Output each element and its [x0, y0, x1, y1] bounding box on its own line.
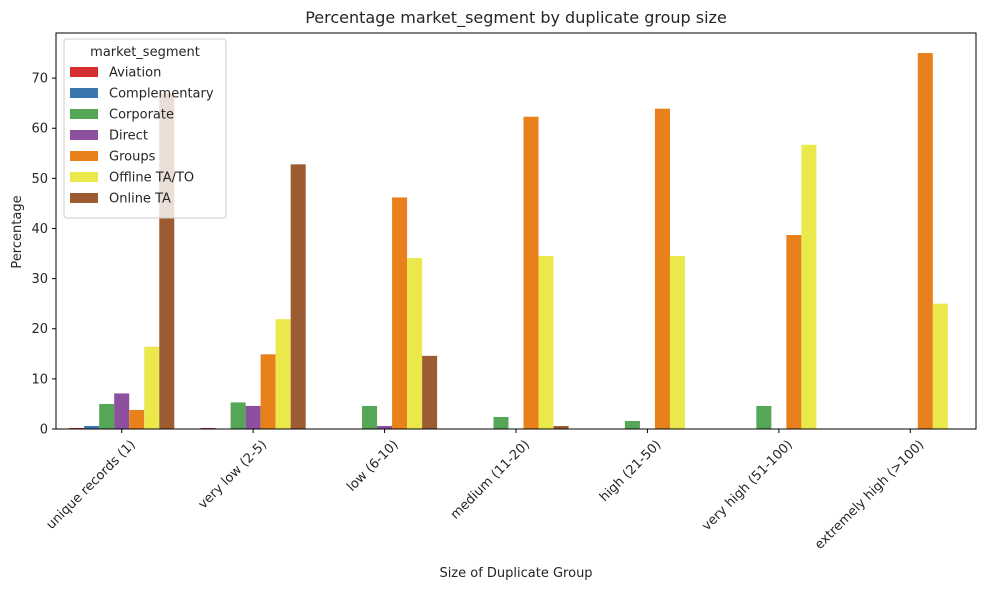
legend: market_segment Aviation Complementary Corpo… — [63, 38, 227, 219]
bar — [260, 354, 276, 429]
bar — [377, 425, 393, 429]
legend-swatch — [70, 172, 98, 182]
x-tick-label: extremely high (>100) — [812, 437, 927, 552]
bar — [756, 405, 772, 429]
legend-entry: Offline TA/TO — [109, 171, 194, 186]
x-tick-label: very high (51-100) — [699, 437, 796, 534]
bar — [801, 144, 817, 429]
bar — [523, 116, 539, 430]
x-tick-label: high (21-50) — [597, 437, 664, 504]
bar — [84, 425, 100, 429]
legend-entry: Online TA — [109, 192, 171, 207]
y-tick-label: 40 — [31, 222, 48, 237]
bar — [144, 346, 160, 429]
bar — [99, 403, 115, 429]
chart-title: Percentage market_segment by duplicate g… — [305, 8, 727, 28]
legend-entry: Complementary — [109, 87, 214, 102]
x-tick-label: unique records (1) — [44, 437, 139, 532]
legend-entry: Corporate — [109, 108, 174, 123]
bar — [392, 197, 408, 429]
bar — [407, 258, 423, 429]
bar — [275, 319, 291, 429]
legend-title: market_segment — [90, 45, 200, 60]
bar — [932, 303, 948, 429]
legend-swatch — [70, 130, 98, 140]
y-tick-label: 0 — [40, 423, 48, 438]
x-tick-label: low (6-10) — [344, 437, 401, 494]
bar — [917, 53, 933, 430]
bar — [553, 425, 569, 429]
legend-swatch — [70, 88, 98, 98]
bar — [290, 164, 306, 429]
legend-entry: Groups — [109, 150, 156, 165]
bar — [230, 402, 246, 429]
bar — [786, 235, 802, 429]
y-tick-label: 20 — [31, 322, 48, 337]
bar — [538, 256, 554, 429]
legend-entry: Direct — [109, 129, 148, 144]
y-tick-label: 30 — [31, 272, 48, 287]
y-tick-label: 70 — [31, 72, 48, 87]
y-axis-label: Percentage — [10, 195, 25, 268]
legend-swatch — [70, 67, 98, 77]
bar — [114, 393, 130, 429]
bar — [624, 420, 640, 429]
x-tick-label: very low (2-5) — [196, 437, 271, 512]
legend-swatch — [70, 193, 98, 203]
x-axis-label: Size of Duplicate Group — [439, 566, 592, 581]
bar — [245, 405, 261, 429]
bar — [129, 409, 145, 429]
y-tick-label: 10 — [31, 372, 48, 387]
bar — [422, 355, 438, 429]
bar — [493, 416, 509, 429]
bar — [669, 256, 685, 429]
legend-entry: Aviation — [109, 66, 161, 81]
y-tick-label: 50 — [31, 172, 48, 187]
x-tick-label: medium (11-20) — [448, 437, 533, 522]
bar — [654, 108, 670, 429]
legend-swatch — [70, 109, 98, 119]
legend-box — [63, 38, 227, 219]
y-tick-label: 60 — [31, 122, 48, 137]
bar — [362, 405, 378, 429]
legend-swatch — [70, 151, 98, 161]
